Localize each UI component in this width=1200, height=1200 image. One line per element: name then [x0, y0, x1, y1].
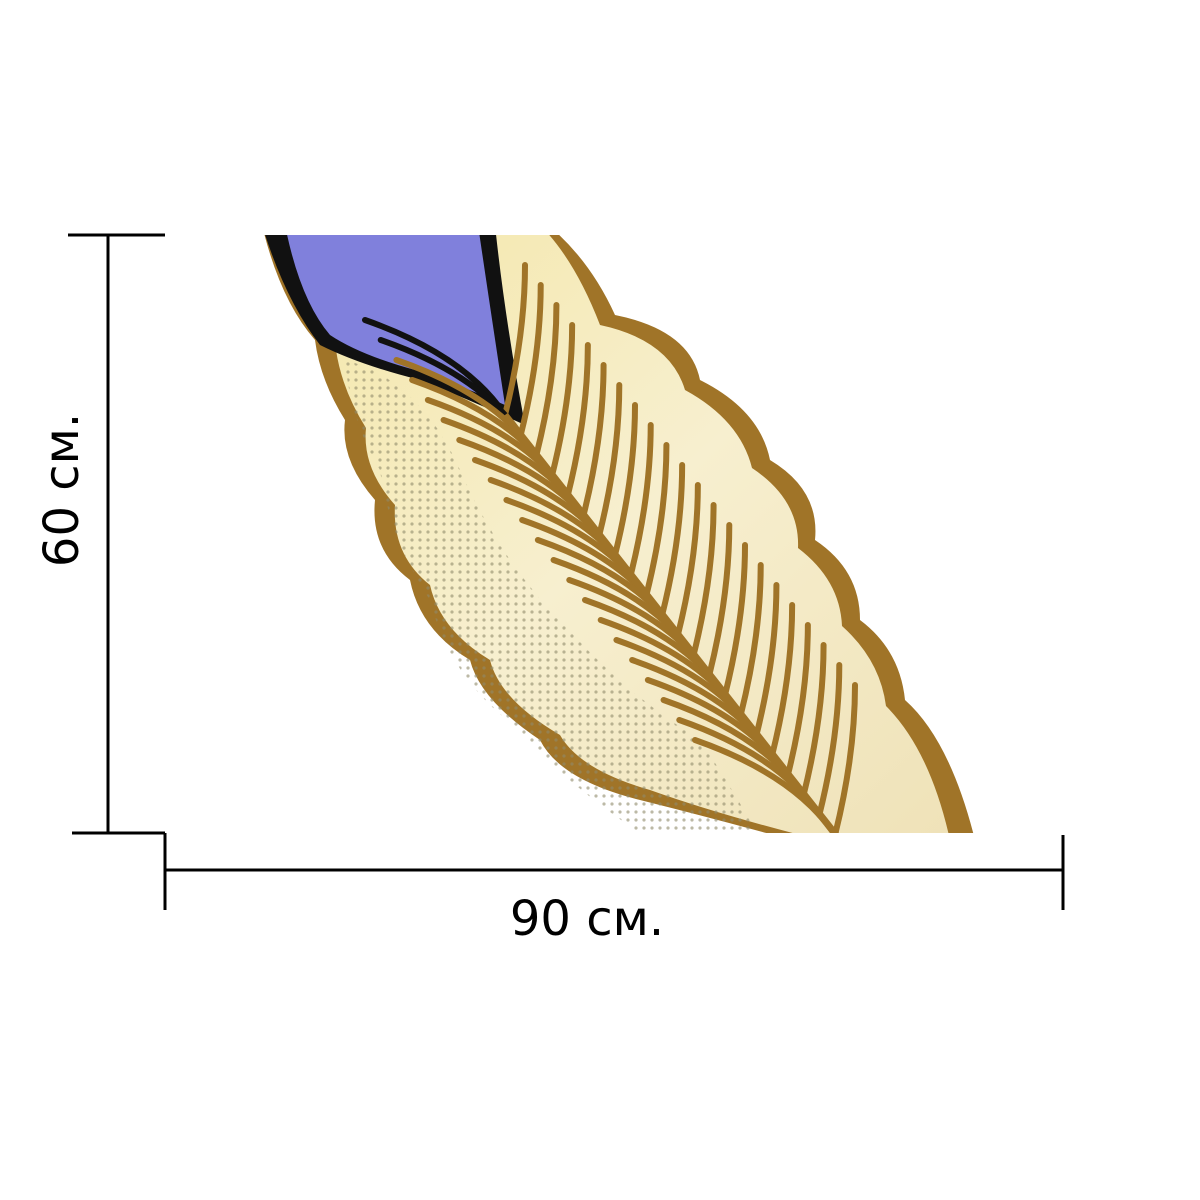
feather-shading: [345, 360, 757, 833]
width-label: 90 см.: [510, 891, 664, 947]
feather-barb: [643, 442, 670, 598]
feather-barb: [769, 602, 796, 758]
feather-barb: [627, 422, 654, 578]
feather-barb: [753, 582, 780, 738]
feather-barb: [816, 662, 843, 818]
feather-spine: [502, 412, 839, 833]
feather-barb: [800, 642, 827, 798]
feather-barb: [502, 262, 528, 418]
feather-barb: [596, 382, 623, 538]
height-label: 60 см.: [34, 413, 90, 567]
feather-barb: [612, 402, 638, 558]
feather-barb: [533, 302, 560, 458]
feather-barb: [517, 282, 544, 438]
feather-barb: [832, 682, 858, 833]
feather-barb: [674, 482, 701, 638]
feather-barb: [580, 362, 607, 518]
feather-barb: [690, 502, 717, 658]
feather-barb: [784, 622, 811, 778]
height-dimension: 60 см.: [34, 233, 165, 835]
feather-illustration: [264, 235, 974, 833]
feather-barb: [659, 462, 686, 618]
feather-barb: [549, 322, 576, 478]
feather-barb: [737, 562, 764, 718]
width-dimension: 90 см.: [163, 833, 1065, 947]
feather-barb: [722, 542, 748, 698]
feather-barb: [706, 522, 733, 678]
feather-barb: [564, 342, 591, 498]
